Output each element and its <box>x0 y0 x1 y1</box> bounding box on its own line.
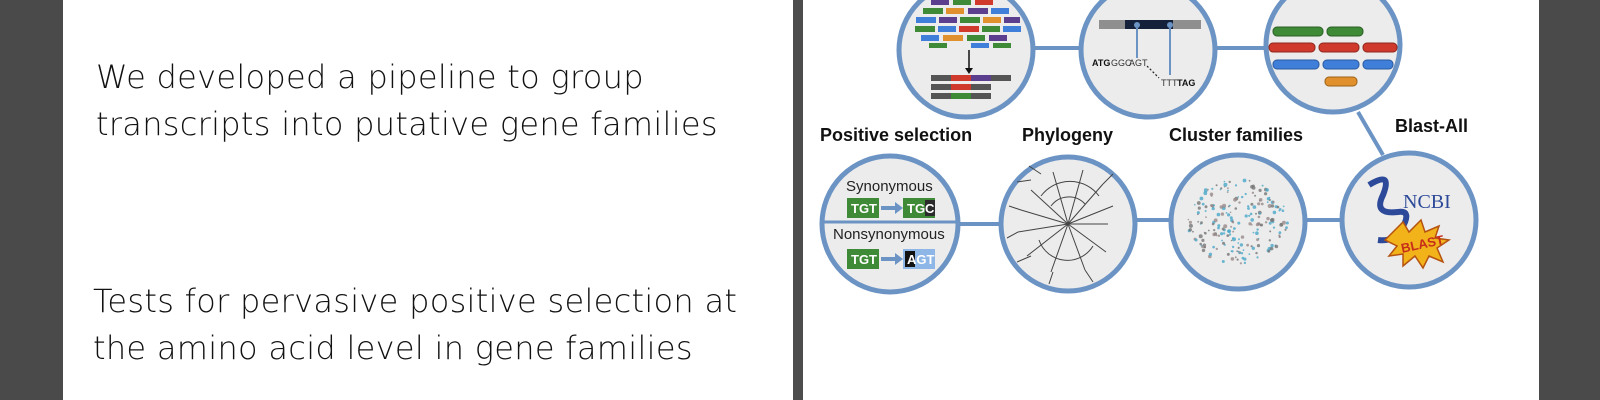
syn-from-codon: TGT <box>851 201 877 216</box>
blast-circle: NCBI BLAST <box>1339 150 1479 290</box>
selection-test-description: Tests for pervasive positive selection a… <box>93 278 737 372</box>
start-codon: ATG <box>1092 58 1110 68</box>
pipeline-description: We developed a pipeline to group transcr… <box>96 54 718 148</box>
pipeline-description-line-1: We developed a pipeline to group <box>96 58 644 96</box>
non-to-codon: AGT <box>907 252 935 267</box>
stop-codon: TAG <box>1177 78 1195 88</box>
blast-burst-icon <box>1383 218 1452 270</box>
pipeline-connectors <box>958 46 1385 226</box>
phylogenetic-tree-icon <box>1006 165 1114 285</box>
pipeline-description-line-2: transcripts into putative gene families <box>96 105 718 143</box>
syn-to-codon: TGC <box>907 201 935 216</box>
ncbi-logo: NCBI <box>1403 191 1451 213</box>
nonsynonymous-label: Nonsynonymous <box>833 226 945 243</box>
label-blast-all: Blast-All <box>1395 116 1468 136</box>
synonymous-label: Synonymous <box>846 178 933 195</box>
codon-2: GGC <box>1111 58 1132 68</box>
translated-families-circle <box>1263 0 1403 115</box>
codon-3: AGT <box>1129 58 1148 68</box>
non-from-codon: TGT <box>851 252 877 267</box>
cluster-network-icon <box>1187 178 1289 265</box>
cluster-circle <box>1168 152 1308 292</box>
arrow-right-icon <box>895 253 903 265</box>
slide-divider <box>793 0 803 400</box>
codon-4: TTT <box>1161 78 1178 88</box>
right-slide: ATG GGC AGT TTT TAG Positive selection P… <box>803 0 1539 400</box>
positive-selection-circle: Synonymous TGT TGC Nonsynonymous TGT AGT <box>819 153 961 295</box>
phylogeny-circle <box>998 154 1138 294</box>
label-positive-selection: Positive selection <box>820 125 972 145</box>
orf-circle: ATG GGC AGT TTT TAG <box>1078 0 1218 120</box>
label-phylogeny: Phylogeny <box>1022 125 1113 145</box>
selection-test-line-1: Tests for pervasive positive selection a… <box>93 282 738 320</box>
reads-bars <box>915 0 1021 48</box>
assembled-transcripts <box>931 75 1011 99</box>
label-cluster-families: Cluster families <box>1169 125 1303 145</box>
pipeline-diagram: ATG GGC AGT TTT TAG Positive selection P… <box>819 0 1479 295</box>
left-slide: We developed a pipeline to group transcr… <box>63 0 793 400</box>
selection-test-line-2: the amino acid level in gene families <box>93 329 693 367</box>
arrow-right-icon <box>895 202 903 214</box>
reads-circle <box>896 0 1036 120</box>
orf-bar <box>1125 20 1173 29</box>
